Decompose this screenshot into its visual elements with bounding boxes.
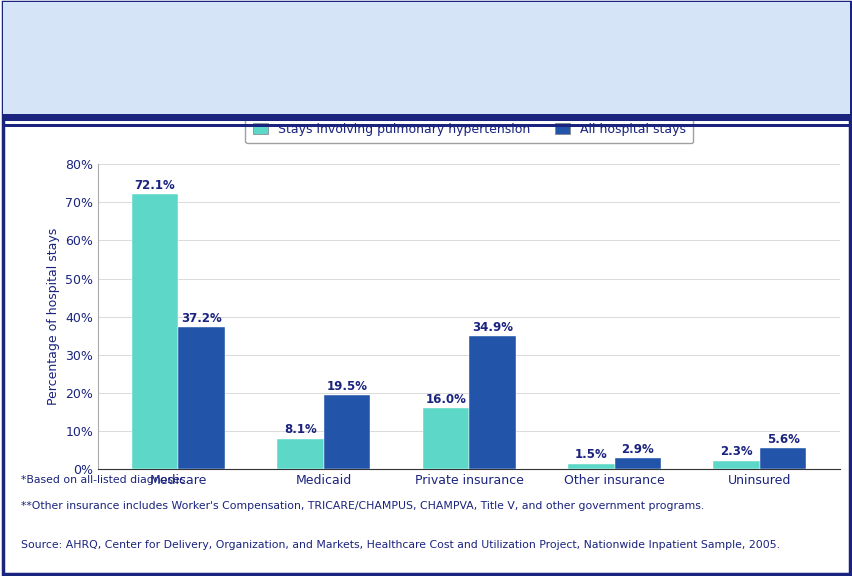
Text: 2.3%: 2.3% (720, 445, 752, 458)
Bar (422, 408, 469, 469)
Legend: Stays involving pulmonary hypertension, All hospital stays: Stays involving pulmonary hypertension, … (245, 115, 693, 143)
Text: 16.0%: 16.0% (425, 393, 466, 406)
Text: 5.6%: 5.6% (766, 433, 798, 446)
Text: 19.5%: 19.5% (326, 380, 367, 393)
Text: Source: AHRQ, Center for Delivery, Organization, and Markets, Healthcare Cost an: Source: AHRQ, Center for Delivery, Organ… (21, 540, 780, 550)
Bar (613, 458, 660, 469)
Text: 1.5%: 1.5% (574, 449, 607, 461)
Bar (132, 194, 178, 469)
Text: Figure 2.  Medicare is the expected payer for nearly 3 out of 4: Figure 2. Medicare is the expected payer… (199, 33, 763, 49)
Bar (759, 448, 805, 469)
Text: 🦅: 🦅 (33, 46, 49, 70)
Text: 2.9%: 2.9% (621, 443, 653, 456)
Y-axis label: Percentage of hospital stays: Percentage of hospital stays (47, 228, 60, 406)
Bar (712, 461, 759, 469)
Bar (324, 395, 370, 469)
Bar (469, 336, 515, 469)
Bar (277, 438, 324, 469)
Text: Advancing
Excellence in
Health Care: Advancing Excellence in Health Care (99, 66, 149, 98)
Text: hospital stays involving pulmonary hypertension, 2005*: hospital stays involving pulmonary hyper… (199, 77, 705, 93)
Text: 72.1%: 72.1% (135, 179, 176, 192)
Text: *Based on all-listed diagnoses.: *Based on all-listed diagnoses. (21, 475, 189, 485)
Text: 8.1%: 8.1% (284, 423, 316, 436)
Text: **Other insurance includes Worker's Compensation, TRICARE/CHAMPUS, CHAMPVA, Titl: **Other insurance includes Worker's Comp… (21, 501, 704, 511)
Text: 37.2%: 37.2% (181, 312, 222, 325)
Text: AHRQ: AHRQ (93, 32, 155, 50)
Bar (4, 3, 79, 113)
Text: 34.9%: 34.9% (471, 321, 512, 334)
Bar (178, 328, 225, 469)
Bar (567, 464, 613, 469)
